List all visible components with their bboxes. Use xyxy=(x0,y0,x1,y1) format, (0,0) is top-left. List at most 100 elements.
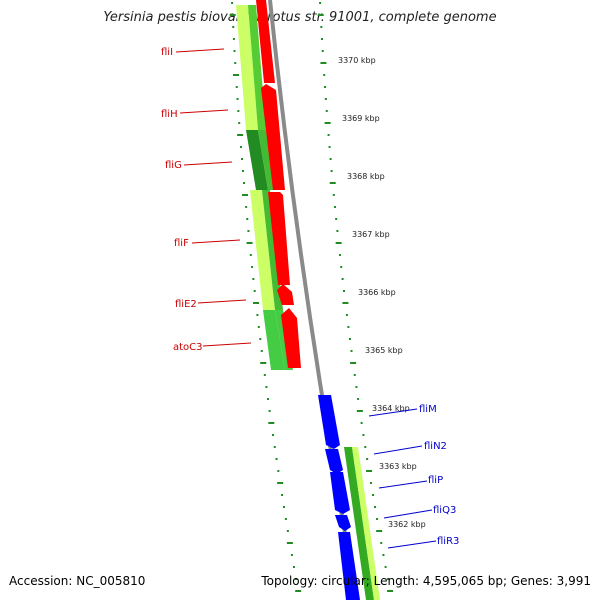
gene-label-fliP: fliP xyxy=(428,475,443,486)
gene-fliR3 xyxy=(338,532,360,600)
tick-mark xyxy=(333,206,336,208)
gene-fliG xyxy=(268,192,290,285)
tick-mark xyxy=(282,506,285,508)
tick-mark xyxy=(327,134,330,136)
tick-line-right xyxy=(317,2,394,592)
tick-mark xyxy=(330,170,333,172)
gene-label-fliQ3: fliQ3 xyxy=(433,505,456,516)
tick-mark xyxy=(277,470,280,472)
ruler-labels: 3370 kbp 3369 kbp 3368 kbp 3367 kbp 3366… xyxy=(338,56,426,529)
tick-mark xyxy=(338,254,341,256)
tick-mark xyxy=(336,230,339,232)
ruler-label: 3362 kbp xyxy=(388,520,426,529)
ruler-label: 3368 kbp xyxy=(347,172,385,181)
tick-mark xyxy=(348,338,351,340)
tick-mark xyxy=(252,278,255,280)
gc-content-band-lower xyxy=(344,447,380,600)
gene-fliM xyxy=(318,395,340,449)
tick-mark xyxy=(273,446,276,448)
ruler-label: 3366 kbp xyxy=(358,288,396,297)
tick-mark xyxy=(265,386,268,388)
tick-mark xyxy=(234,62,237,64)
gene-fliQ3 xyxy=(335,515,351,531)
tick-mark xyxy=(295,590,302,592)
tick-mark xyxy=(232,74,239,76)
gene-fliF xyxy=(277,284,294,305)
reverse-gene-labels: fliM fliN2 fliP fliQ3 fliR3 xyxy=(368,404,459,549)
tick-mark xyxy=(240,158,243,160)
tick-mark xyxy=(357,398,360,400)
tick-mark xyxy=(366,458,369,460)
forward-genes xyxy=(256,0,301,368)
tick-mark xyxy=(275,458,278,460)
tick-mark xyxy=(292,566,295,568)
tick-mark xyxy=(347,326,350,328)
tick-mark xyxy=(240,146,243,148)
tick-mark xyxy=(232,38,235,40)
tick-mark xyxy=(382,554,385,556)
tick-mark xyxy=(281,494,284,496)
gene-label-fliH: fliH xyxy=(161,109,178,120)
tick-mark xyxy=(319,2,322,4)
tick-mark xyxy=(386,578,389,580)
tick-mark xyxy=(286,542,293,544)
ruler-label: 3369 kbp xyxy=(342,114,380,123)
tick-mark xyxy=(345,314,348,316)
tick-mark xyxy=(328,146,331,148)
genome-summary-text: Topology: circular; Length: 4,595,065 bp… xyxy=(261,574,591,588)
tick-mark xyxy=(324,122,331,124)
tick-mark xyxy=(256,314,259,316)
tick-mark xyxy=(229,14,236,16)
tick-mark xyxy=(371,494,374,496)
map-title: Yersinia pestis biovar Microtus str. 910… xyxy=(103,10,497,25)
tick-mark xyxy=(247,230,250,232)
tick-mark xyxy=(325,110,328,112)
tick-mark xyxy=(323,74,326,76)
tick-mark xyxy=(343,290,346,292)
tick-mark xyxy=(231,2,234,4)
gene-label-atoC3: atoC3 xyxy=(173,342,203,353)
ruler-label: 3363 kbp xyxy=(379,462,417,471)
tick-mark xyxy=(324,86,327,88)
tick-mark xyxy=(335,218,338,220)
tick-mark xyxy=(284,518,287,520)
tick-mark xyxy=(340,266,343,268)
tick-mark xyxy=(317,14,324,16)
tick-mark xyxy=(277,482,284,484)
tick-mark xyxy=(260,362,267,364)
tick-mark xyxy=(350,362,357,364)
tick-mark xyxy=(387,590,394,592)
tick-mark xyxy=(362,434,365,436)
gene-fliP xyxy=(330,472,350,514)
tick-mark xyxy=(355,386,358,388)
genome-backbone xyxy=(268,0,359,600)
tick-mark xyxy=(237,110,240,112)
gene-label-fliI: fliI xyxy=(161,47,173,58)
tick-mark xyxy=(253,302,260,304)
tick-mark xyxy=(364,446,367,448)
gene-label-fliF: fliF xyxy=(174,238,189,249)
tick-mark xyxy=(251,266,254,268)
tick-mark xyxy=(233,50,236,52)
tick-mark xyxy=(324,98,327,100)
accession-text: Accession: NC_005810 xyxy=(9,574,146,588)
gene-label-fliN2: fliN2 xyxy=(424,441,447,452)
tick-mark xyxy=(321,50,324,52)
ruler-label: 3365 kbp xyxy=(365,346,403,355)
tick-mark xyxy=(236,98,239,100)
gene-label-fliG: fliG xyxy=(165,160,182,171)
tick-mark xyxy=(266,398,269,400)
tick-mark xyxy=(249,254,252,256)
tick-mark xyxy=(370,482,373,484)
tick-mark xyxy=(350,350,353,352)
tick-mark xyxy=(259,338,262,340)
gene-label-fliR3: fliR3 xyxy=(437,536,459,547)
ruler-label: 3370 kbp xyxy=(338,56,376,65)
gene-fliE2 xyxy=(281,308,301,368)
tick-mark xyxy=(374,506,377,508)
tick-mark xyxy=(286,530,289,532)
gene-label-fliE2: fliE2 xyxy=(175,299,197,310)
tick-mark xyxy=(263,374,266,376)
tick-mark xyxy=(353,374,356,376)
gene-fliH xyxy=(261,84,285,190)
